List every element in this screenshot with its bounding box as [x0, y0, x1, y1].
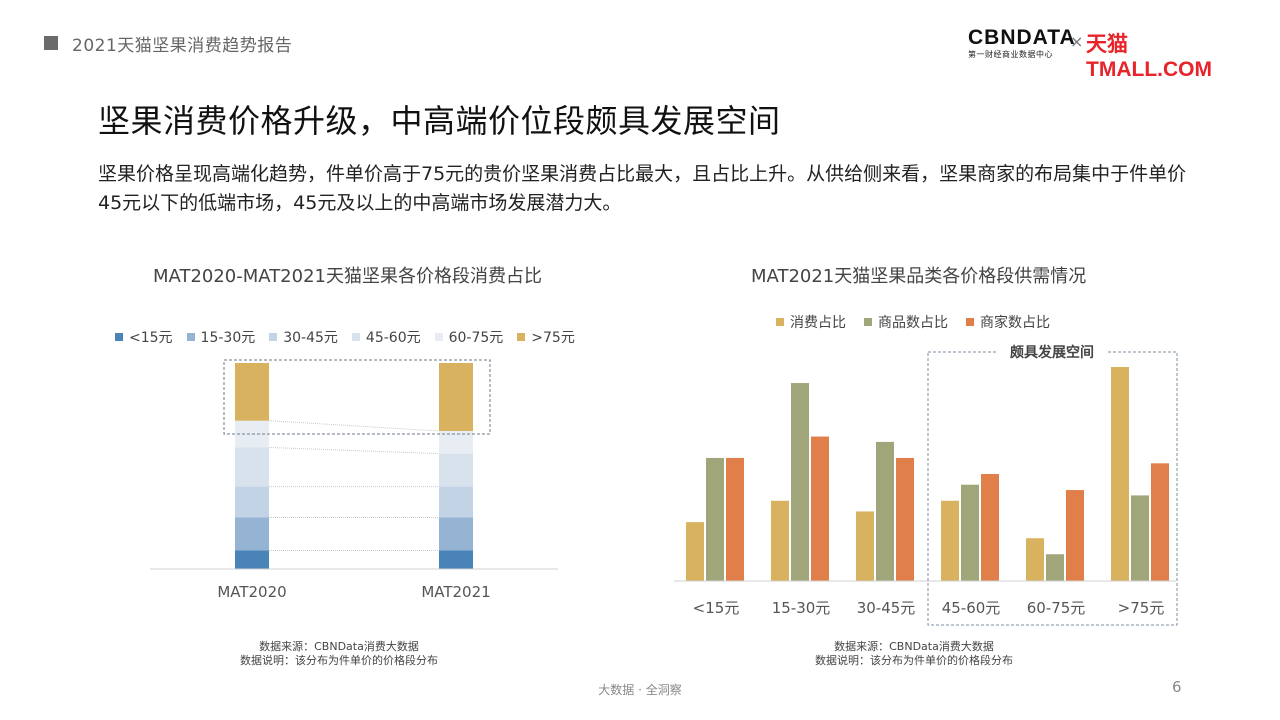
- summary-paragraph: 坚果价格呈现高端化趋势，件单价高于75元的贵价坚果消费占比最大，且占比上升。从供…: [98, 163, 1187, 214]
- grouped-bar: [856, 511, 874, 581]
- legend-swatch-icon: [115, 333, 123, 341]
- header-square-icon: [44, 36, 58, 50]
- connector-line: [268, 420, 440, 432]
- legend-swatch-icon: [776, 318, 784, 326]
- x-tick-label: 60-75元: [1027, 599, 1086, 617]
- report-title: 2021天猫坚果消费趋势报告: [72, 36, 293, 56]
- legend-label: 15-30元: [200, 330, 256, 346]
- stacked-bar-segment: [439, 430, 473, 454]
- stacked-bar-segment: [235, 517, 269, 551]
- connector-line: [268, 446, 440, 455]
- right-legend-item: 消费占比: [776, 312, 846, 332]
- grouped-bar: [981, 474, 999, 581]
- grouped-bar: [811, 436, 829, 581]
- grouped-bar: [896, 457, 914, 581]
- annotation-box: [927, 351, 1178, 626]
- right-source-note: 数据来源：CBNData消费大数据 数据说明：该分布为件单价的价格段分布: [815, 640, 1013, 668]
- right-legend-item: 商家数占比: [966, 312, 1050, 332]
- grouped-bar: [1151, 463, 1169, 581]
- stacked-bar-segment: [235, 550, 269, 569]
- stacked-bar-segment: [235, 486, 269, 518]
- stacked-bar-segment: [439, 550, 473, 569]
- stacked-bar-segment: [235, 363, 269, 421]
- x-tick-label: 15-30元: [772, 599, 831, 617]
- right-source-line2: 数据说明：该分布为件单价的价格段分布: [815, 654, 1013, 667]
- legend-swatch-icon: [434, 333, 443, 341]
- left-chart-legend: <15元 15-30元 30-45元 45-60元 60-75元 >75元: [115, 327, 589, 347]
- grouped-bar: [961, 484, 979, 581]
- stacked-bar-segment: [235, 447, 269, 487]
- tmall-logo: 天猫TMALL.COM: [1086, 33, 1212, 81]
- grouped-bar: [1046, 554, 1064, 581]
- grouped-bar: [1066, 490, 1084, 581]
- page-headline: 坚果消费价格升级，中高端价位段颇具发展空间: [98, 102, 781, 140]
- left-legend-item: 45-60元: [351, 327, 421, 347]
- grouped-bar: [791, 383, 809, 581]
- x-tick-label: <15元: [693, 599, 740, 617]
- legend-swatch-icon: [351, 333, 360, 341]
- right-chart-legend: 消费占比 商品数占比 商家数占比: [776, 312, 1068, 332]
- footer-tagline: 大数据 · 全洞察: [598, 683, 682, 697]
- cbndata-logo: CBNDATA: [968, 26, 1076, 49]
- legend-label: 商品数占比: [878, 315, 948, 331]
- legend-swatch-icon: [517, 333, 526, 341]
- stacked-bar-segment: [439, 453, 473, 487]
- grouped-bar: [941, 500, 959, 581]
- left-legend-item: <15元: [115, 327, 173, 347]
- x-tick-label: 45-60元: [942, 599, 1001, 617]
- grouped-bar: [686, 522, 704, 581]
- x-tick-label: MAT2021: [421, 583, 490, 601]
- legend-label: >75元: [531, 330, 575, 346]
- stacked-bar-segment: [439, 486, 473, 518]
- stacked-bar-segment: [439, 363, 473, 431]
- legend-label: 45-60元: [365, 330, 421, 346]
- legend-swatch-icon: [966, 318, 974, 326]
- grouped-bar: [726, 457, 744, 581]
- left-source-note: 数据来源：CBNData消费大数据 数据说明：该分布为件单价的价格段分布: [240, 640, 438, 668]
- left-legend-item: 30-45元: [269, 327, 338, 347]
- left-legend-item: >75元: [517, 327, 575, 347]
- times-icon: ×: [1070, 32, 1084, 51]
- x-tick-label: MAT2020: [217, 583, 286, 601]
- right-chart-title: MAT2021天猫坚果品类各价格段供需情况: [751, 266, 1087, 287]
- left-chart-title: MAT2020-MAT2021天猫坚果各价格段消费占比: [153, 266, 542, 287]
- grouped-bar: [706, 457, 724, 581]
- left-legend-item: 15-30元: [186, 327, 256, 347]
- legend-swatch-icon: [269, 333, 278, 341]
- left-legend-item: 60-75元: [434, 327, 504, 347]
- grouped-bar: [876, 441, 894, 581]
- grouped-bar: [1111, 367, 1129, 581]
- x-tick-label: 30-45元: [857, 599, 916, 617]
- grouped-bar: [771, 500, 789, 581]
- annotation-label-bg: [998, 342, 1106, 362]
- brand-logos: CBNDATA 第一财经商业数据中心 × 天猫TMALL.COM: [968, 26, 1238, 81]
- left-source-line2: 数据说明：该分布为件单价的价格段分布: [240, 654, 438, 667]
- left-source-line1: 数据来源：CBNData消费大数据: [259, 640, 419, 653]
- legend-label: 60-75元: [448, 330, 504, 346]
- page-number: 6: [1172, 678, 1182, 696]
- stacked-bar-segment: [439, 517, 473, 551]
- legend-label: 30-45元: [283, 330, 338, 346]
- right-source-line1: 数据来源：CBNData消费大数据: [834, 640, 994, 653]
- legend-label: <15元: [129, 330, 173, 346]
- highlight-box: [223, 359, 491, 435]
- legend-label: 消费占比: [790, 315, 846, 331]
- legend-swatch-icon: [864, 318, 872, 326]
- legend-swatch-icon: [186, 333, 195, 341]
- grouped-bar: [1026, 538, 1044, 581]
- grouped-bar: [1131, 495, 1149, 581]
- x-tick-label: >75元: [1118, 599, 1165, 617]
- cbndata-subtitle: 第一财经商业数据中心: [968, 50, 1053, 59]
- legend-label: 商家数占比: [980, 315, 1050, 331]
- annotation-label: 颇具发展空间: [1010, 344, 1094, 361]
- right-legend-item: 商品数占比: [864, 312, 948, 332]
